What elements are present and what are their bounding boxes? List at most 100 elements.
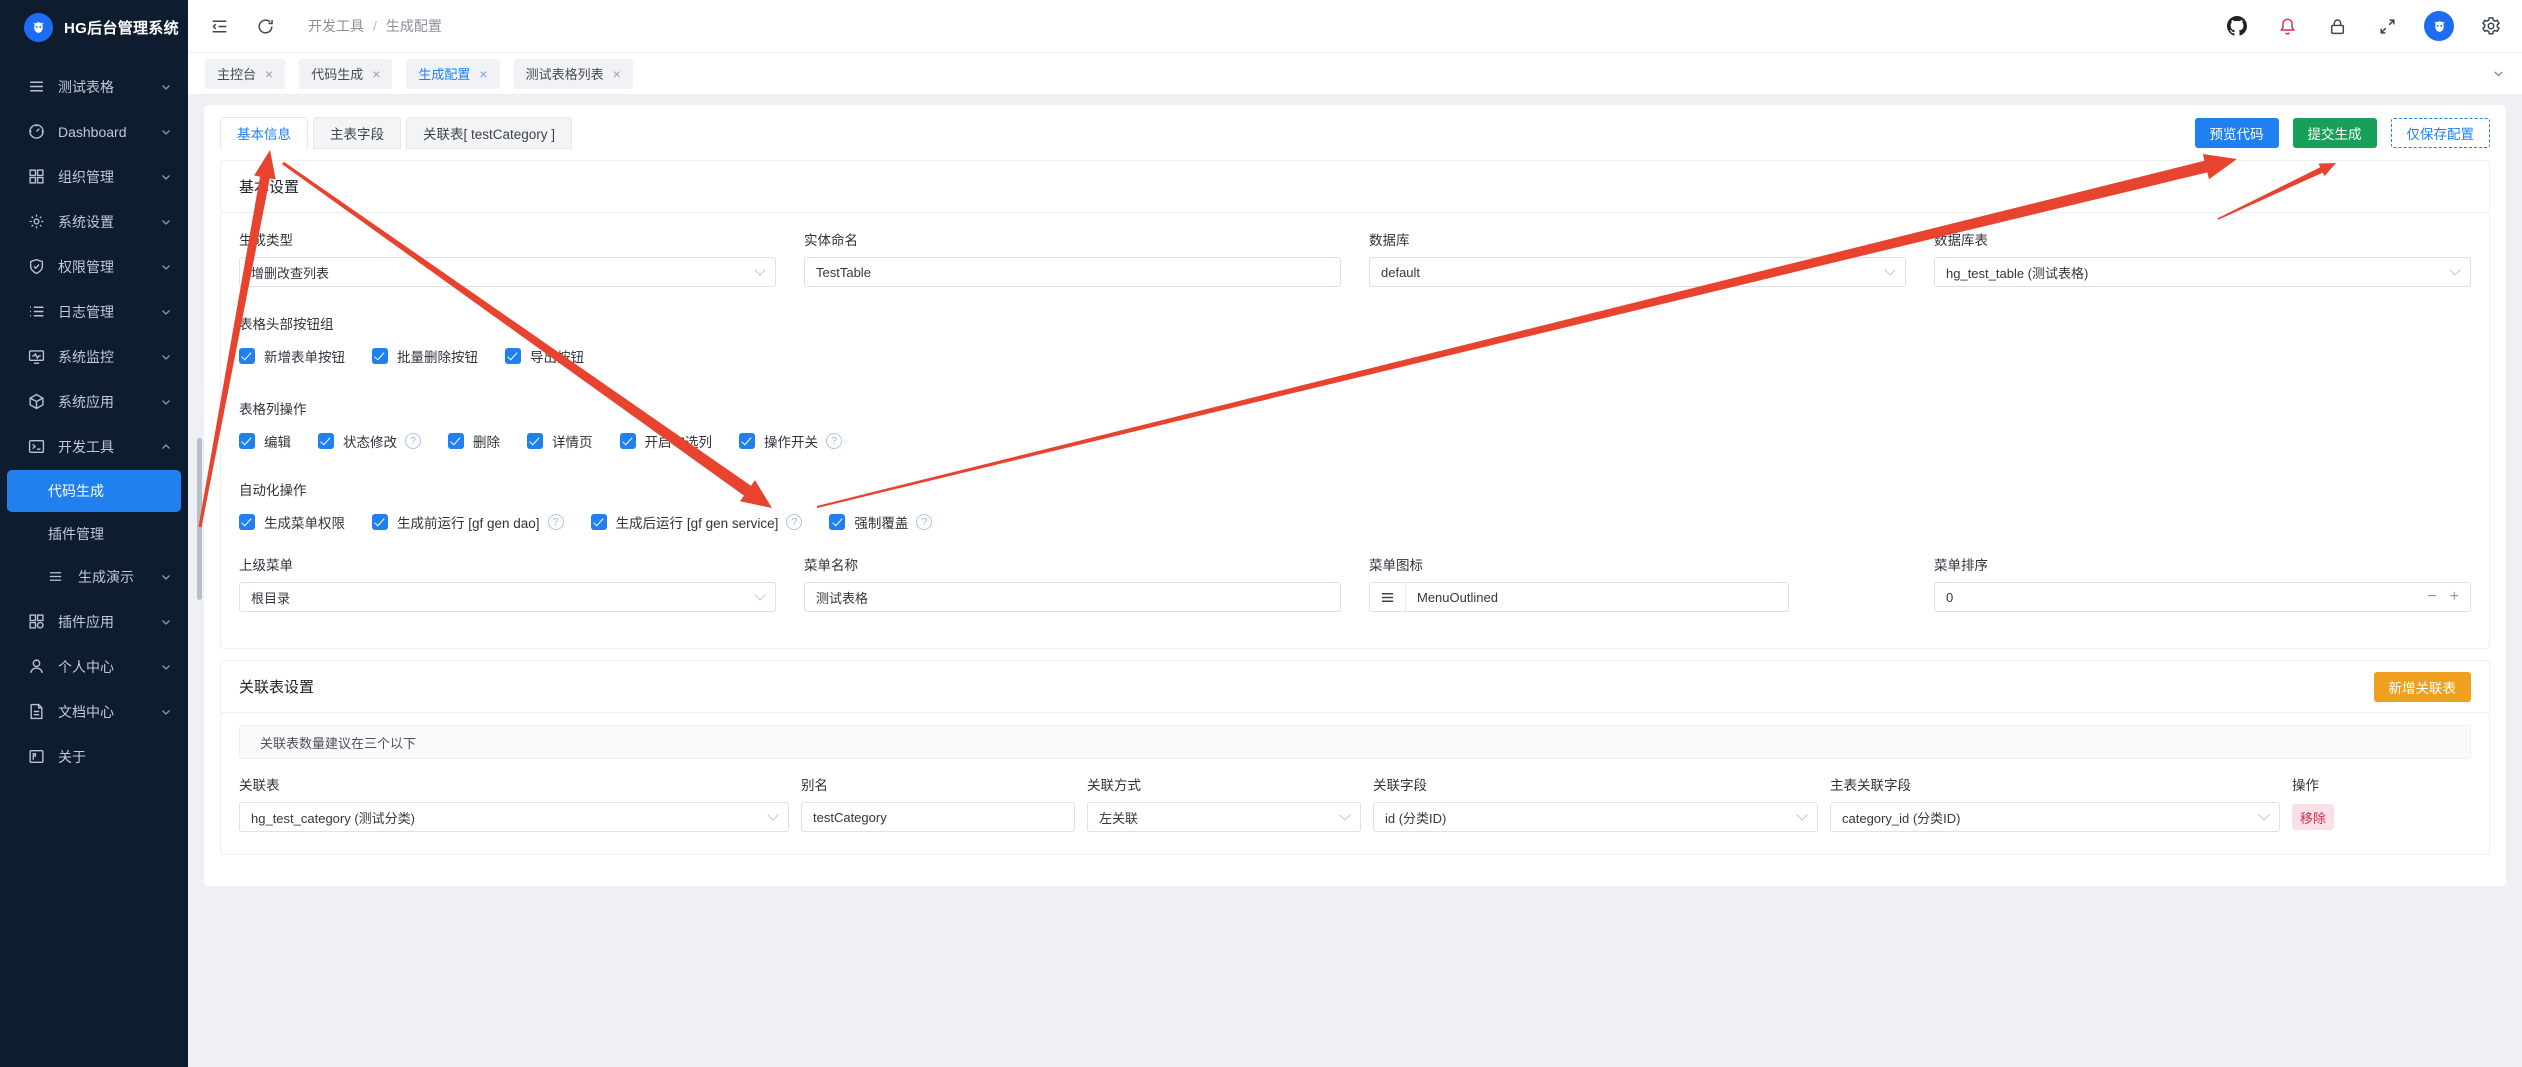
parent-menu-select[interactable]: 根目录 [239, 582, 776, 612]
close-icon[interactable]: × [265, 65, 274, 82]
basic-settings-section: 基本设置 生成类型 增删改查列表 实体命名 [220, 160, 2490, 649]
chevron-up-icon [160, 441, 172, 453]
chevron-down-icon [160, 81, 172, 93]
help-icon[interactable]: ? [547, 514, 564, 530]
sidebar-item-logs[interactable]: 日志管理 [0, 289, 188, 334]
menu-icon-input[interactable]: MenuOutlined [1369, 582, 1789, 612]
relation-row: hg_test_category (测试分类) testCategory 左关联… [239, 802, 2471, 832]
checkbox-enable-selection-column[interactable]: 开启勾选列 [619, 431, 712, 451]
chevron-down-icon [160, 571, 172, 583]
github-icon[interactable] [2224, 13, 2250, 39]
checkbox-run-before-gen[interactable]: 生成前运行 [gf gen dao]? [372, 512, 564, 532]
sidebar-item-org[interactable]: 组织管理 [0, 154, 188, 199]
sidebar-item-test-table[interactable]: 测试表格 [0, 64, 188, 109]
shield-check-icon [28, 258, 45, 275]
relation-table-select[interactable]: hg_test_category (测试分类) [239, 802, 789, 832]
sidebar-item-docs[interactable]: 文档中心 [0, 689, 188, 734]
chevron-down-icon [2449, 264, 2461, 276]
help-icon[interactable]: ? [786, 514, 803, 530]
tab-relation-table[interactable]: 关联表[ testCategory ] [406, 117, 573, 149]
sidebar-item-gen-demo[interactable]: 生成演示 [0, 555, 188, 599]
database-table-select[interactable]: hg_test_table (测试表格) [1934, 257, 2471, 287]
tab-main-fields[interactable]: 主表字段 [313, 117, 401, 149]
checkbox-checked-icon [372, 514, 388, 530]
checkbox-add-form-button[interactable]: 新增表单按钮 [239, 346, 345, 366]
about-frame-icon [28, 748, 45, 765]
table-header-buttons-group: 表格头部按钮组 新增表单按钮 批量删除按钮 导出按钮 [239, 317, 584, 366]
pagetab-code-gen[interactable]: 代码生成 × [299, 58, 393, 89]
refresh-icon[interactable] [252, 13, 278, 39]
submit-generate-button[interactable]: 提交生成 [2292, 118, 2377, 148]
tab-basic-info[interactable]: 基本信息 [220, 117, 308, 149]
checkbox-checked-icon [239, 514, 255, 530]
close-icon[interactable]: × [479, 65, 488, 82]
master-field-select[interactable]: category_id (分类ID) [1830, 802, 2280, 832]
remove-relation-button[interactable]: 移除 [2292, 804, 2334, 830]
add-relation-table-button[interactable]: 新增关联表 [2373, 671, 2471, 702]
lock-screen-icon[interactable] [2324, 13, 2350, 39]
checkbox-run-after-gen[interactable]: 生成后运行 [gf gen service]? [590, 512, 803, 532]
database-select[interactable]: default [1369, 257, 1906, 287]
fullscreen-icon[interactable] [2374, 13, 2400, 39]
relation-settings-title: 关联表设置 [239, 679, 315, 696]
relation-mode-select[interactable]: 左关联 [1087, 802, 1361, 832]
scrollbar-thumb[interactable] [197, 438, 202, 600]
checkbox-operation-switch[interactable]: 操作开关? [739, 431, 842, 451]
sidebar-item-system-settings[interactable]: 系统设置 [0, 199, 188, 244]
alias-col-label: 别名 [801, 778, 828, 793]
sidebar-item-system-app[interactable]: 系统应用 [0, 379, 188, 424]
pagetab-console[interactable]: 主控台 × [205, 58, 286, 89]
breadcrumb-section[interactable]: 开发工具 [308, 18, 364, 34]
tabs-dropdown-button[interactable] [2492, 67, 2505, 80]
sidebar-item-monitor[interactable]: 系统监控 [0, 334, 188, 379]
preview-code-button[interactable]: 预览代码 [2194, 118, 2279, 148]
help-icon[interactable]: ? [916, 514, 933, 530]
avatar[interactable] [2424, 11, 2454, 41]
checkbox-checked-icon [829, 514, 846, 530]
checkbox-batch-delete-button[interactable]: 批量删除按钮 [372, 346, 478, 366]
sidebar-item-devtools[interactable]: 开发工具 [0, 424, 188, 469]
sidebar-item-profile[interactable]: 个人中心 [0, 644, 188, 689]
menu-outlined-icon[interactable] [1370, 583, 1406, 611]
menu-sort-input[interactable]: 0 − + [1934, 582, 2471, 612]
chevron-down-icon [1796, 809, 1808, 821]
collapse-sidebar-icon[interactable] [206, 13, 232, 39]
automation-ops-group: 自动化操作 生成菜单权限 生成前运行 [gf gen dao]? 生成后运行 [… [239, 479, 2471, 532]
gen-config-card: 基本信息 主表字段 关联表[ testCategory ] 预览代码 提交生成 … [204, 105, 2506, 886]
parent-menu-label: 上级菜单 [239, 558, 293, 573]
gen-type-select[interactable]: 增删改查列表 [239, 257, 776, 287]
notification-bell-icon[interactable] [2274, 13, 2300, 39]
save-config-only-button[interactable]: 仅保存配置 [2390, 118, 2490, 148]
sidebar-item-plugin-manage[interactable]: 插件管理 [48, 526, 104, 542]
minus-stepper-icon[interactable]: − [2427, 588, 2437, 605]
checkbox-detail-page[interactable]: 详情页 [527, 431, 593, 451]
checkbox-checked-icon [318, 433, 334, 449]
sidebar-item-code-gen[interactable]: 代码生成 [7, 470, 181, 512]
plus-stepper-icon[interactable]: + [2449, 588, 2459, 605]
help-icon[interactable]: ? [405, 433, 421, 449]
checkbox-edit[interactable]: 编辑 [239, 431, 291, 451]
menu-name-label: 菜单名称 [804, 558, 858, 573]
checkbox-delete[interactable]: 删除 [448, 431, 500, 451]
close-icon[interactable]: × [372, 65, 381, 82]
help-icon[interactable]: ? [826, 433, 842, 449]
pagetab-test-table-list[interactable]: 测试表格列表 × [513, 58, 633, 89]
app-logo[interactable]: HG后台管理系统 [0, 0, 188, 54]
relation-field-select[interactable]: id (分类ID) [1373, 802, 1818, 832]
settings-gear-icon[interactable] [2478, 13, 2504, 39]
close-icon[interactable]: × [612, 65, 621, 82]
entity-name-input[interactable]: TestTable [804, 257, 1341, 287]
checkbox-gen-menu-permission[interactable]: 生成菜单权限 [239, 512, 345, 532]
menu-icon [28, 78, 45, 95]
pagetab-gen-config[interactable]: 生成配置 × [406, 58, 500, 89]
checkbox-force-overwrite[interactable]: 强制覆盖? [829, 512, 933, 532]
menu-name-input[interactable]: 测试表格 [804, 582, 1341, 612]
alias-input[interactable]: testCategory [801, 802, 1075, 832]
sidebar-item-dashboard[interactable]: Dashboard [0, 109, 188, 154]
sidebar-item-about[interactable]: 关于 [0, 734, 188, 779]
checkbox-export-button[interactable]: 导出按钮 [505, 346, 584, 366]
breadcrumb: 开发工具 / 生成配置 [308, 16, 442, 36]
sidebar-item-permission[interactable]: 权限管理 [0, 244, 188, 289]
sidebar-item-plugin-app[interactable]: 插件应用 [0, 599, 188, 644]
checkbox-status-modify[interactable]: 状态修改? [318, 431, 421, 451]
